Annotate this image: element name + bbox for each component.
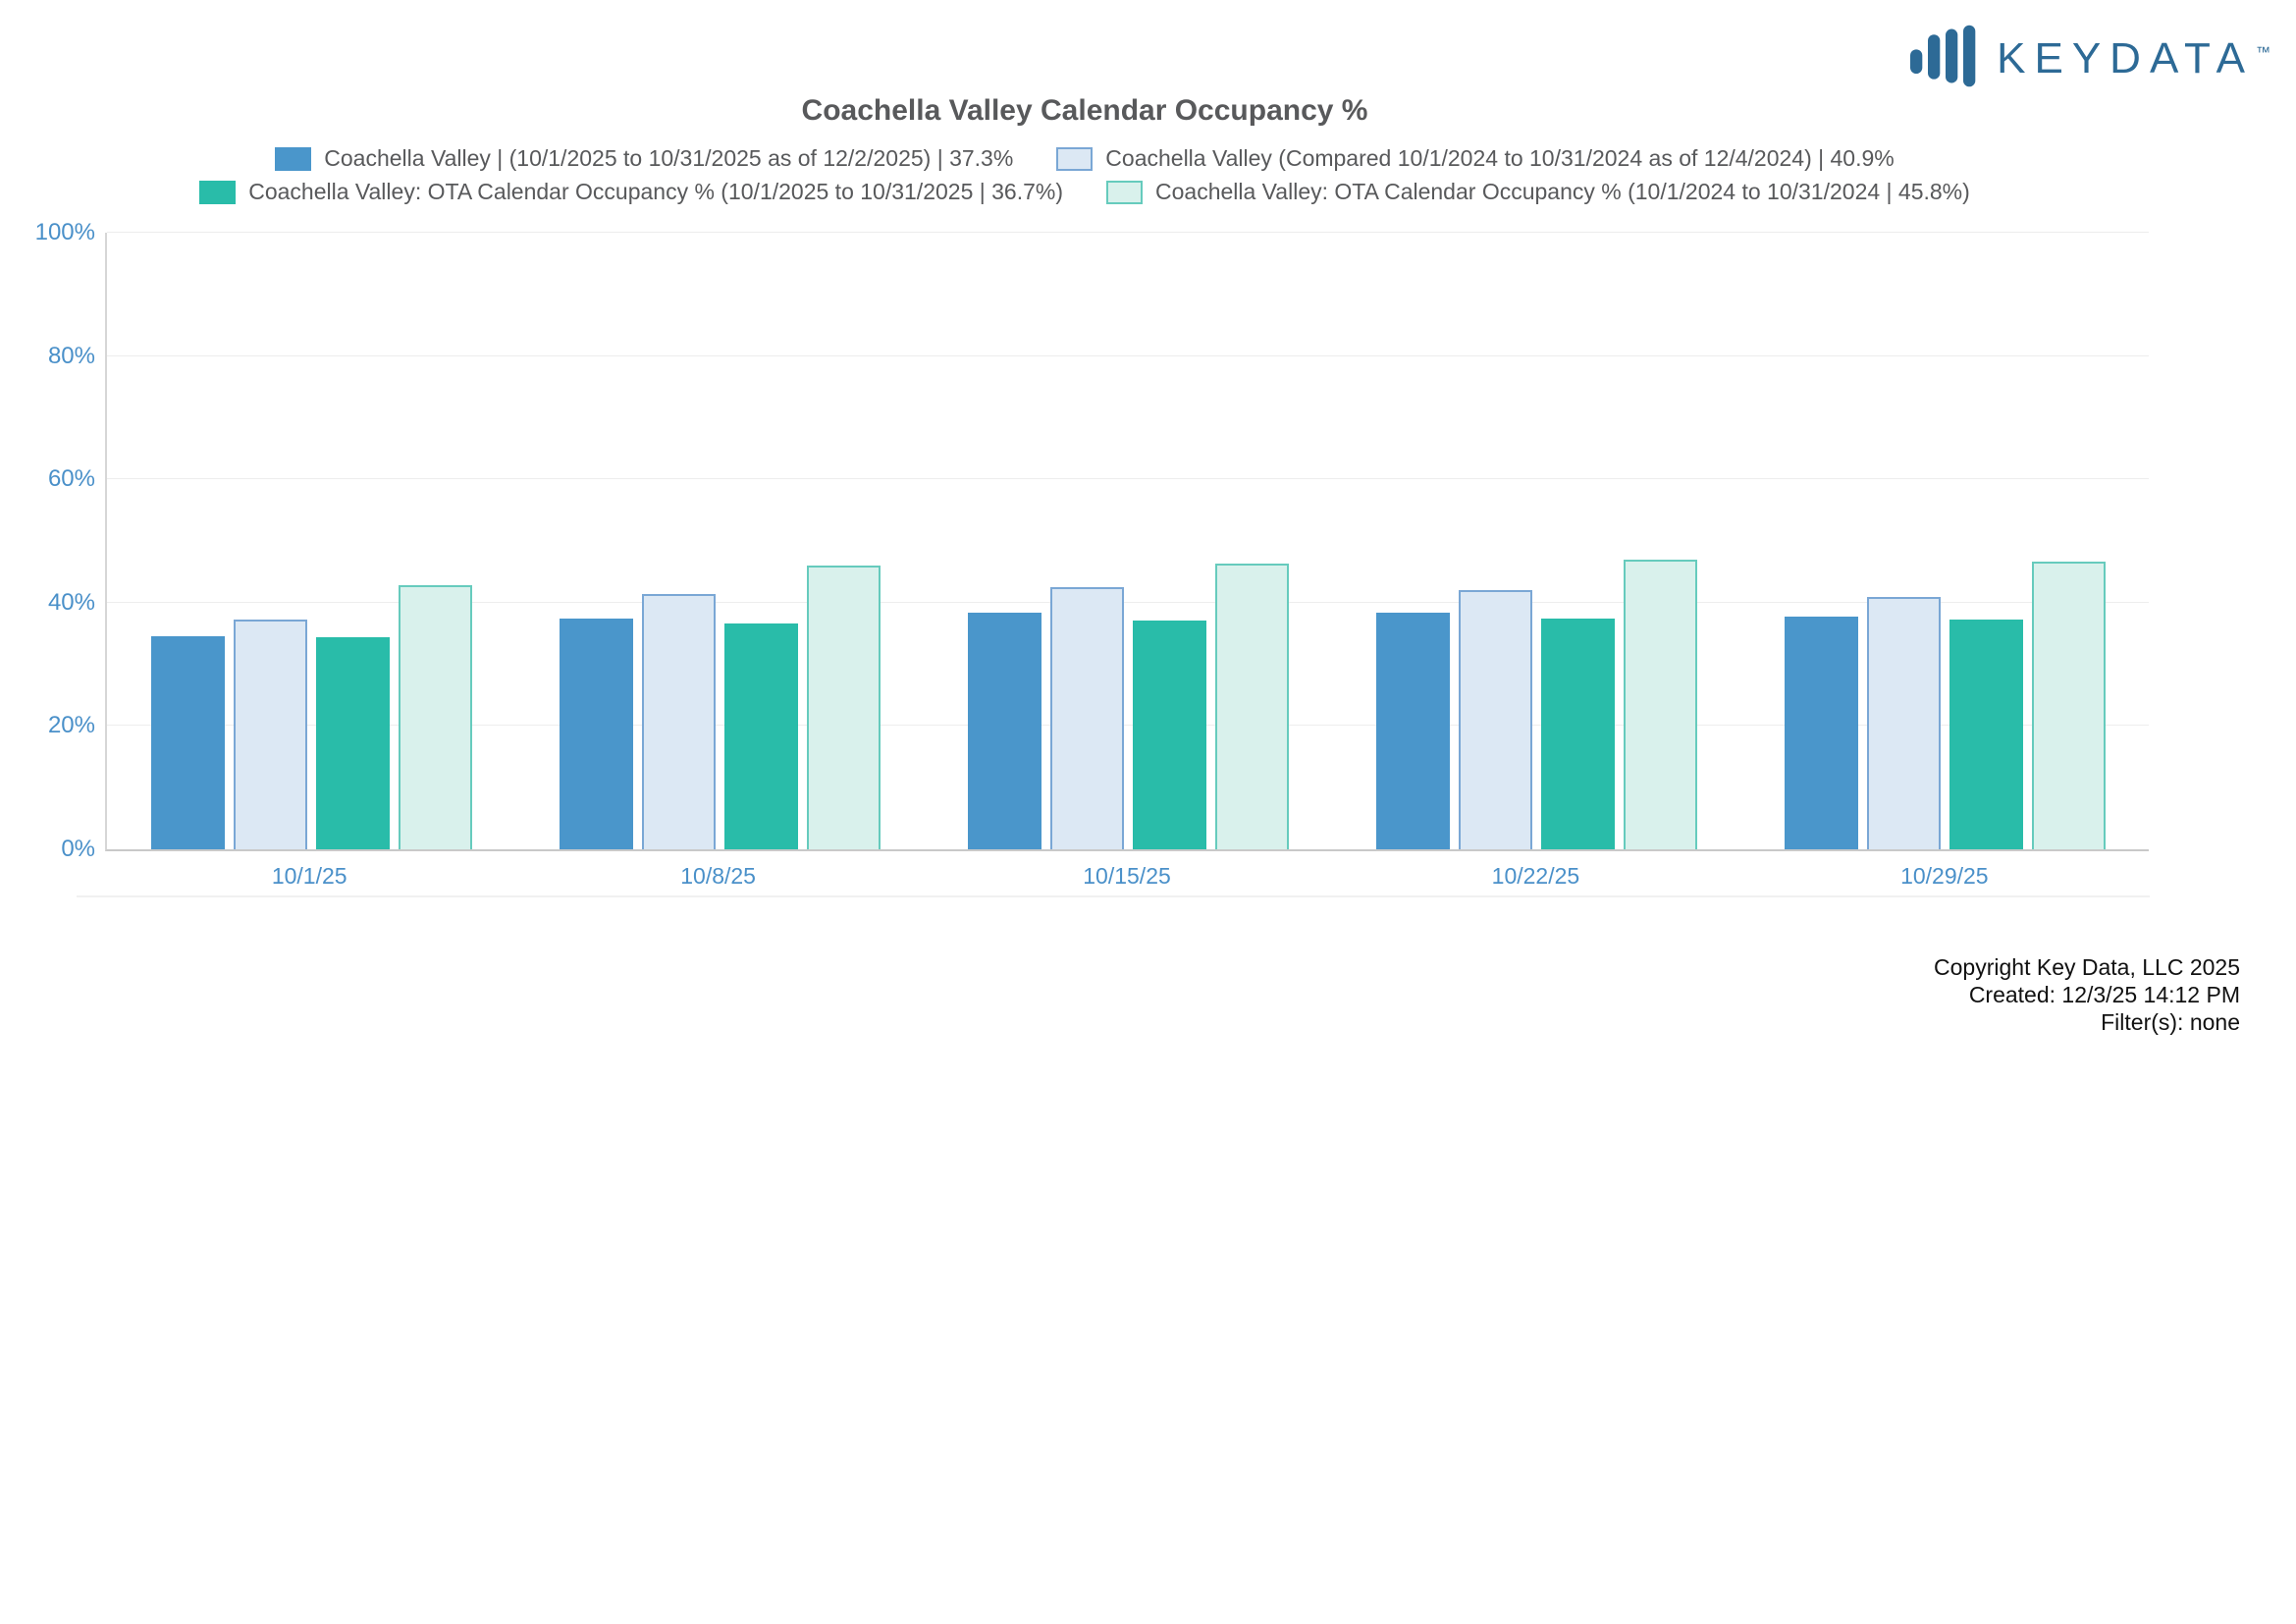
- x-tick-label-10/8/25: 10/8/25: [680, 863, 756, 889]
- x-tick-label-10/15/25: 10/15/25: [1083, 863, 1171, 889]
- gridline-60%: [107, 478, 2149, 480]
- legend-swatch-series1: [275, 146, 312, 171]
- gridline-20%: [107, 725, 2149, 727]
- bar-series4-10/1/25[interactable]: [398, 585, 472, 849]
- y-tick-label-60%: 60%: [47, 465, 95, 493]
- legend-item-series4[interactable]: Coachella Valley: OTA Calendar Occupancy…: [1106, 179, 1970, 205]
- legend-label-series1: Coachella Valley | (10/1/2025 to 10/31/2…: [324, 145, 1014, 171]
- filters-text: Filter(s): none: [2101, 1009, 2240, 1035]
- chart-title: Coachella Valley Calendar Occupancy %: [801, 94, 1368, 127]
- legend-label-series2: Coachella Valley (Compared 10/1/2024 to …: [1105, 145, 1895, 171]
- bar-series2-10/8/25[interactable]: [641, 594, 716, 849]
- bar-series2-10/29/25[interactable]: [1866, 597, 1941, 849]
- bar-group-10/22/25: [1332, 233, 1740, 849]
- gridline-100%: [107, 232, 2149, 233]
- bar-series4-10/29/25[interactable]: [2031, 562, 2106, 849]
- y-tick-label-0%: 0%: [61, 836, 95, 862]
- bar-group-10/1/25: [107, 233, 515, 849]
- chart-bottom-divider: [77, 895, 2150, 897]
- bar-series3-10/8/25[interactable]: [723, 623, 798, 849]
- legend-row-2: Coachella Valley: OTA Calendar Occupancy…: [0, 179, 2169, 205]
- copyright-text: Copyright Key Data, LLC 2025: [1934, 954, 2240, 980]
- legend-label-series3: Coachella Valley: OTA Calendar Occupancy…: [248, 179, 1063, 204]
- bar-group-10/15/25: [924, 233, 1332, 849]
- bar-group-10/29/25: [1740, 233, 2149, 849]
- x-axis-labels: 10/1/25 10/8/25 10/15/25 10/22/25 10/29/25: [105, 863, 2149, 890]
- bar-series2-10/22/25[interactable]: [1458, 589, 1532, 849]
- bar-series1-10/29/25[interactable]: [1784, 616, 1858, 849]
- brand-name: KEYDATA ™: [1997, 33, 2270, 82]
- chart-header: Coachella Valley Calendar Occupancy % Co…: [0, 94, 2169, 212]
- legend-item-series3[interactable]: Coachella Valley: OTA Calendar Occupancy…: [199, 179, 1063, 205]
- bar-series4-10/22/25[interactable]: [1623, 559, 1697, 849]
- y-tick-label-40%: 40%: [47, 588, 95, 616]
- bar-group-10/8/25: [515, 233, 924, 849]
- bar-series2-10/15/25[interactable]: [1049, 587, 1124, 849]
- legend-swatch-series3: [199, 180, 237, 204]
- bar-series4-10/15/25[interactable]: [1214, 564, 1289, 849]
- bar-chart-logo-icon: [1910, 24, 1981, 93]
- bar-series3-10/22/25[interactable]: [1540, 618, 1615, 849]
- bar-series4-10/8/25[interactable]: [806, 565, 881, 849]
- legend-swatch-series4: [1106, 180, 1143, 204]
- keydata-logo: KEYDATA ™: [1910, 24, 2270, 93]
- bar-series3-10/29/25[interactable]: [1949, 620, 2023, 849]
- gridline-40%: [107, 601, 2149, 603]
- x-tick-label-10/1/25: 10/1/25: [271, 863, 347, 889]
- legend-swatch-series2: [1056, 146, 1094, 171]
- created-timestamp: Created: 12/3/25 14:12 PM: [1968, 982, 2240, 1007]
- report-footer: Copyright Key Data, LLC 2025 Created: 12…: [1934, 953, 2240, 1036]
- plot-area: 0% 20% 40% 60% 80% 100%: [35, 219, 2149, 862]
- legend-item-series2[interactable]: Coachella Valley (Compared 10/1/2024 to …: [1056, 145, 1895, 172]
- trademark-symbol: ™: [2256, 43, 2270, 61]
- bar-series1-10/15/25[interactable]: [967, 612, 1041, 849]
- bar-series3-10/1/25[interactable]: [315, 636, 390, 849]
- y-tick-label-100%: 100%: [34, 219, 95, 245]
- gridline-80%: [107, 354, 2149, 356]
- legend-label-series4: Coachella Valley: OTA Calendar Occupancy…: [1155, 179, 1970, 204]
- legend-item-series1[interactable]: Coachella Valley | (10/1/2025 to 10/31/2…: [275, 145, 1013, 172]
- bar-series1-10/22/25[interactable]: [1375, 613, 1450, 849]
- bar-series1-10/8/25[interactable]: [559, 618, 633, 849]
- bar-groups: [107, 233, 2149, 849]
- x-tick-label-10/22/25: 10/22/25: [1491, 863, 1580, 889]
- y-tick-label-20%: 20%: [47, 712, 95, 739]
- y-tick-label-80%: 80%: [47, 342, 95, 369]
- bar-series3-10/15/25[interactable]: [1132, 621, 1206, 849]
- bar-series1-10/1/25[interactable]: [150, 635, 225, 849]
- x-tick-label-10/29/25: 10/29/25: [1900, 863, 1989, 889]
- bar-series2-10/1/25[interactable]: [233, 619, 307, 849]
- legend-row-1: Coachella Valley | (10/1/2025 to 10/31/2…: [0, 145, 2169, 172]
